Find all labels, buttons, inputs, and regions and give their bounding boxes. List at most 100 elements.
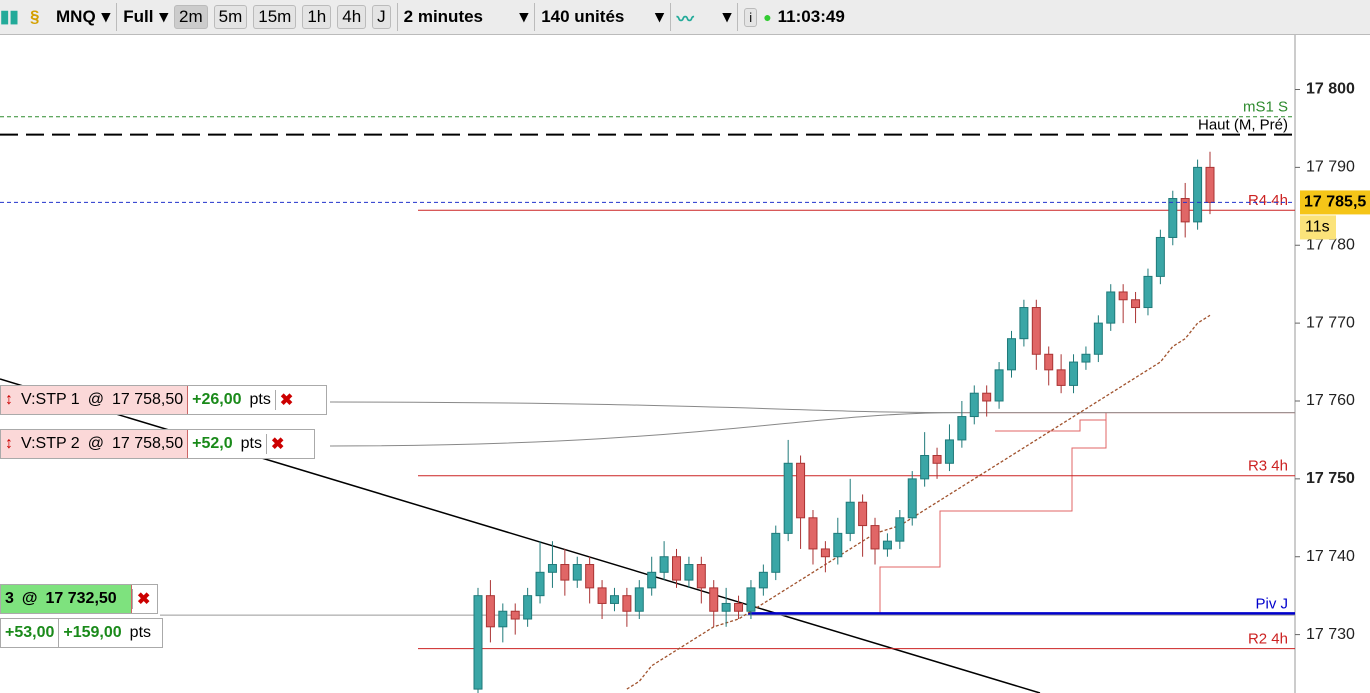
y-tick-label: 17 740 (1306, 548, 1355, 565)
chart-style[interactable]: 〰 (676, 9, 694, 29)
candle-body (957, 416, 967, 441)
position-label[interactable]: 3 @17 732,50 (1, 585, 132, 613)
period[interactable]: 2m (173, 5, 208, 29)
candle-body (734, 602, 744, 612)
candle-body (585, 564, 595, 589)
dropdown[interactable]: ▾ (519, 7, 529, 26)
order-price: 17 758,50 (111, 435, 184, 452)
cancel-button[interactable]: ✖ (265, 434, 288, 454)
unit: pts (129, 624, 152, 641)
candle-body (1131, 299, 1141, 309)
drag-icon[interactable]: ↕ (5, 391, 13, 408)
level-label: mS1 S (1243, 99, 1288, 116)
separator (534, 3, 536, 31)
candle-body (597, 587, 607, 604)
position-gains: +53,00 +159,00 pts (0, 618, 163, 648)
candle-body (969, 392, 979, 418)
order-name: V:STP 2 (21, 435, 80, 452)
candle-body (982, 392, 992, 402)
candle-body (498, 610, 508, 628)
candle-body (796, 462, 806, 519)
candle-body (1106, 291, 1116, 324)
order-panel[interactable]: ↕ V:STP 2 @17 758,50 +52,0 pts ✖ (0, 429, 315, 459)
status-dot: ● (763, 9, 772, 25)
candle-body (870, 525, 880, 550)
countdown: 11s (1305, 219, 1330, 236)
order-gain: +26,00 (192, 391, 242, 408)
y-tick-label: 17 750 (1306, 470, 1355, 487)
period[interactable]: 5m (213, 5, 248, 29)
period[interactable]: J (372, 5, 391, 29)
separator (737, 3, 739, 31)
moving-average (626, 314, 1211, 690)
level-label: Piv J (1255, 596, 1288, 613)
period[interactable]: 1h (302, 5, 332, 29)
view[interactable]: Full (123, 7, 154, 26)
candle-body (547, 564, 557, 573)
y-tick-label: 17 760 (1306, 392, 1355, 409)
candle-body (560, 564, 570, 581)
candle-body (820, 548, 830, 558)
candle-body (659, 556, 669, 573)
candle-body (1205, 166, 1215, 203)
order-label[interactable]: ↕ V:STP 2 @17 758,50 (1, 430, 189, 458)
candle-body (1155, 236, 1165, 277)
candle-body (647, 571, 657, 589)
candle-body (808, 517, 818, 550)
level-label: Haut (M, Pré) (1198, 117, 1288, 134)
stepped-line (995, 419, 1106, 432)
candle-body (944, 439, 954, 464)
candle-body (833, 532, 843, 558)
separator (396, 3, 398, 31)
order-label[interactable]: ↕ V:STP 1 @17 758,50 (1, 386, 189, 414)
candle-body (634, 587, 644, 612)
candle-body (1168, 198, 1178, 238)
cancel-button[interactable]: ✖ (274, 390, 297, 410)
drag-icon[interactable]: ↕ (5, 435, 13, 452)
dropdown[interactable]: ▾ (722, 7, 732, 26)
candle-body (473, 595, 483, 690)
y-tick-label: 17 770 (1306, 314, 1355, 331)
level-label: R3 4h (1248, 458, 1288, 475)
order-gain: +52,0 (192, 435, 233, 452)
price-box (1300, 190, 1370, 215)
candle-body (535, 571, 545, 597)
candle-body (1143, 275, 1153, 309)
units[interactable]: 140 unités (541, 7, 625, 26)
candle-body (920, 454, 930, 480)
order-price: 17 758,50 (111, 391, 184, 408)
candle-body (485, 595, 495, 628)
dropdown[interactable]: ▾ (101, 7, 111, 26)
at-sign: @ (87, 435, 104, 452)
order-connector (329, 412, 961, 447)
candle-body (858, 501, 868, 527)
level-label: R2 4h (1248, 631, 1288, 648)
candle-body (1118, 291, 1128, 301)
candle-body (771, 532, 781, 573)
period[interactable]: 15m (253, 5, 297, 29)
candle-body (622, 595, 632, 612)
stepped-line (845, 412, 1107, 614)
link-icon[interactable]: § (30, 7, 40, 26)
dropdown[interactable]: ▾ (655, 7, 664, 26)
symbol[interactable]: MNQ (56, 7, 96, 26)
candle-body (895, 517, 905, 542)
icon[interactable]: ▮▮ (0, 7, 19, 26)
candle-body (696, 564, 706, 589)
position-panel[interactable]: 3 @17 732,50 ✖ (0, 584, 158, 614)
at-sign: @ (21, 590, 38, 607)
candle-body (1056, 369, 1066, 386)
period[interactable]: 4h (337, 5, 367, 29)
info[interactable]: i (744, 7, 758, 27)
clock: 11:03:49 (777, 7, 845, 26)
current-price: 17 785,5 (1304, 194, 1366, 211)
candle-body (845, 501, 855, 534)
gain: +53,00 (5, 624, 55, 641)
dropdown[interactable]: ▾ (159, 7, 168, 26)
candle-body (721, 602, 731, 612)
order-panel[interactable]: ↕ V:STP 1 @17 758,50 +26,00 pts ✖ (0, 385, 327, 415)
close-button[interactable]: ✖ (132, 589, 154, 609)
interval[interactable]: 2 minutes (403, 7, 484, 26)
level-label: R4 4h (1248, 192, 1288, 209)
